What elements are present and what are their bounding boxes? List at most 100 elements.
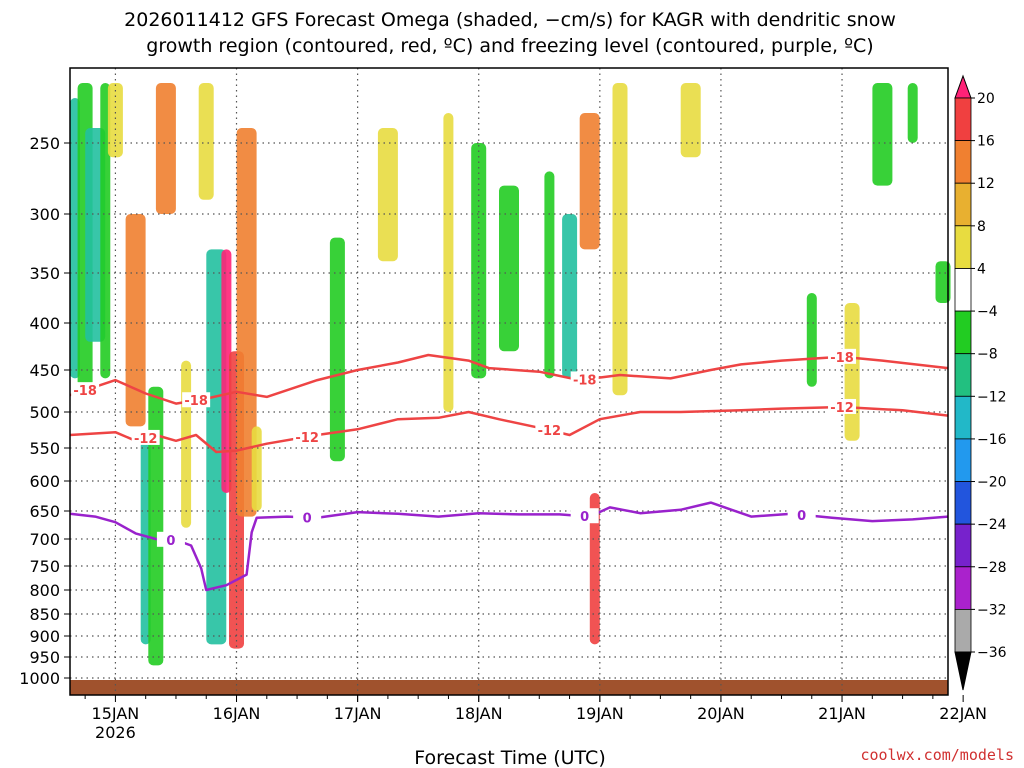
contour-label-bg: [293, 428, 322, 444]
contour-minus18: [69, 353, 949, 405]
omega-shade-streak: [70, 98, 80, 379]
contour-label-minus18: -18: [73, 384, 97, 399]
omega-shade-streak: [206, 249, 227, 645]
x-tick-label: 21JAN: [818, 704, 866, 723]
y-tick-label: 1000: [19, 669, 60, 688]
colorbar-label: 8: [977, 219, 986, 235]
x-tick-sublabel: 2026: [95, 723, 136, 742]
contour-label-zero: 0: [166, 534, 175, 549]
omega-shade-streak: [844, 303, 860, 441]
omega-shade-streak: [198, 83, 214, 200]
omega-shade-streak: [329, 237, 345, 462]
colorbar-label: −28: [977, 560, 1007, 576]
contour-label-minus12: -12: [538, 424, 562, 439]
colorbar-label: −12: [977, 389, 1007, 405]
contour-label-minus12: -12: [830, 401, 854, 416]
x-tick-label: 19JAN: [576, 704, 624, 723]
omega-shade-streak: [907, 83, 918, 143]
omega-shade-streak: [562, 214, 578, 379]
colorbar-segment: [954, 353, 972, 397]
y-tick-label: 600: [29, 472, 60, 491]
contour-label-bg: [156, 531, 185, 547]
x-tick-label: 22JAN: [939, 704, 987, 723]
colorbar-segment: [954, 97, 972, 141]
contour-label-minus18: -18: [830, 351, 854, 366]
chart-title-line2: growth region (contoured, red, ºC) and f…: [146, 35, 873, 57]
omega-shade-streak: [499, 185, 519, 352]
y-tick-label: 300: [29, 205, 60, 224]
omega-shade-streak: [236, 128, 257, 517]
x-axis-label: Forecast Time (UTC): [414, 747, 605, 768]
omega-shade-streak: [148, 386, 164, 666]
contour-label-minus18: -18: [573, 373, 597, 388]
omega-shade-streak: [935, 261, 951, 303]
colorbar-bottom-arrow: [954, 651, 972, 691]
colorbar-label: −4: [977, 304, 998, 320]
colorbar: 20 16 12 8 4 −4 −8 −12 −16 −20 −24 −28 −32 −36: [954, 74, 1007, 691]
omega-shade-streak: [872, 83, 893, 186]
y-tick-label: 450: [29, 361, 60, 380]
omega-shade-streak: [680, 83, 701, 158]
contour-label-minus18: -18: [184, 394, 208, 409]
omega-shade-streak: [181, 360, 192, 528]
colorbar-segment: [954, 140, 972, 184]
colorbar-segment: [954, 395, 972, 440]
y-tick-label: 550: [29, 439, 60, 458]
colorbar-label: 4: [977, 261, 986, 277]
y-tick-label: 950: [29, 648, 60, 667]
omega-shade-streak: [140, 440, 151, 645]
contour-label-bg: [182, 392, 211, 408]
colorbar-label: −8: [977, 347, 998, 363]
contour-label-bg: [131, 429, 160, 445]
omega-shade-streak: [100, 83, 111, 379]
colorbar-label: −32: [977, 602, 1007, 618]
colorbar-segment: [954, 523, 972, 568]
x-tick-label: 18JAN: [455, 704, 503, 723]
omega-shade-streak: [612, 83, 628, 396]
y-tick-label: 700: [29, 530, 60, 549]
omega-shading: [70, 83, 951, 666]
contour-label-bg: [787, 506, 816, 522]
contour-label-bg: [293, 509, 322, 525]
colorbar-segment: [954, 481, 972, 525]
y-tick-label: 400: [29, 314, 60, 333]
y-tick-label: 500: [29, 403, 60, 422]
y-tick-label: 800: [29, 581, 60, 600]
contour-label-bg: [71, 382, 100, 398]
colorbar-top-arrow: [954, 74, 972, 99]
pressure-axis: 250 300 350 400 450 500 550 600 650 700 750 800 850 9…: [19, 134, 70, 688]
contour-minus12: [69, 405, 949, 454]
y-tick-label: 250: [29, 134, 60, 153]
x-tick-label: 15JAN: [92, 704, 140, 723]
contour-label-bg: [828, 348, 857, 364]
colorbar-segment: [954, 225, 972, 269]
colorbar-label: 20: [977, 91, 995, 107]
x-tick-label: 16JAN: [213, 704, 261, 723]
colorbar-label: −36: [977, 645, 1007, 661]
contour-label-zero: 0: [797, 509, 806, 524]
colorbar-segment: [954, 310, 972, 355]
omega-shade-streak: [251, 426, 262, 511]
colorbar-segment: [954, 609, 972, 653]
omega-shade-streak: [589, 493, 600, 645]
chart-title-line1: 2026011412 GFS Forecast Omega (shaded, −…: [124, 9, 896, 31]
omega-shade-streak: [85, 128, 106, 342]
omega-shade-streak: [443, 113, 454, 412]
credit-text: coolwx.com/models: [860, 746, 1014, 764]
contour-label-bg: [828, 398, 857, 414]
colorbar-label: −24: [977, 517, 1007, 533]
omega-shade-streak: [377, 128, 398, 262]
colorbar-label: −16: [977, 432, 1007, 448]
colorbar-segment: [954, 438, 972, 482]
grid: [70, 68, 948, 695]
contour-label-minus12: -12: [295, 431, 319, 446]
contour-label-bg: [570, 371, 599, 387]
x-tick-label: 17JAN: [334, 704, 382, 723]
omega-shade-streak: [125, 214, 146, 427]
y-tick-label: 750: [29, 557, 60, 576]
omega-shade-streak: [544, 171, 555, 379]
colorbar-segment: [954, 268, 972, 312]
contour-label-zero: 0: [303, 511, 312, 526]
